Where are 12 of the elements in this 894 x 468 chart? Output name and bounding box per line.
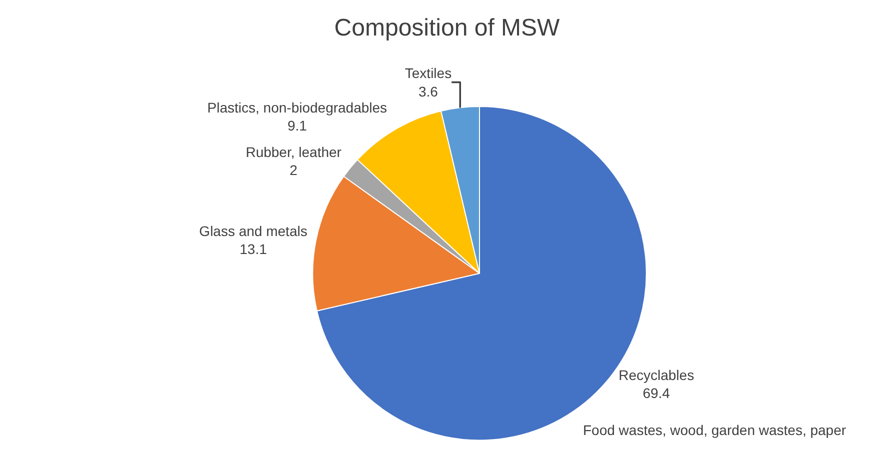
- data-label: 2: [290, 162, 298, 178]
- data-label: 3.6: [418, 83, 438, 100]
- data-label: 9.1: [287, 118, 308, 134]
- slice-label: Plastics, non-biodegradables: [207, 99, 388, 116]
- data-label: 13.1: [240, 241, 268, 258]
- data-label: 69.4: [642, 385, 670, 402]
- slice-label: Glass and metals: [199, 222, 308, 239]
- slice-label: Textiles: [404, 65, 452, 82]
- slice-label: Rubber, leather: [246, 144, 342, 160]
- slice-label: Recyclables: [618, 366, 694, 383]
- chart-title: Composition of MSW: [334, 14, 560, 42]
- text: Food wastes, wood, garden wastes, paper: [583, 422, 846, 438]
